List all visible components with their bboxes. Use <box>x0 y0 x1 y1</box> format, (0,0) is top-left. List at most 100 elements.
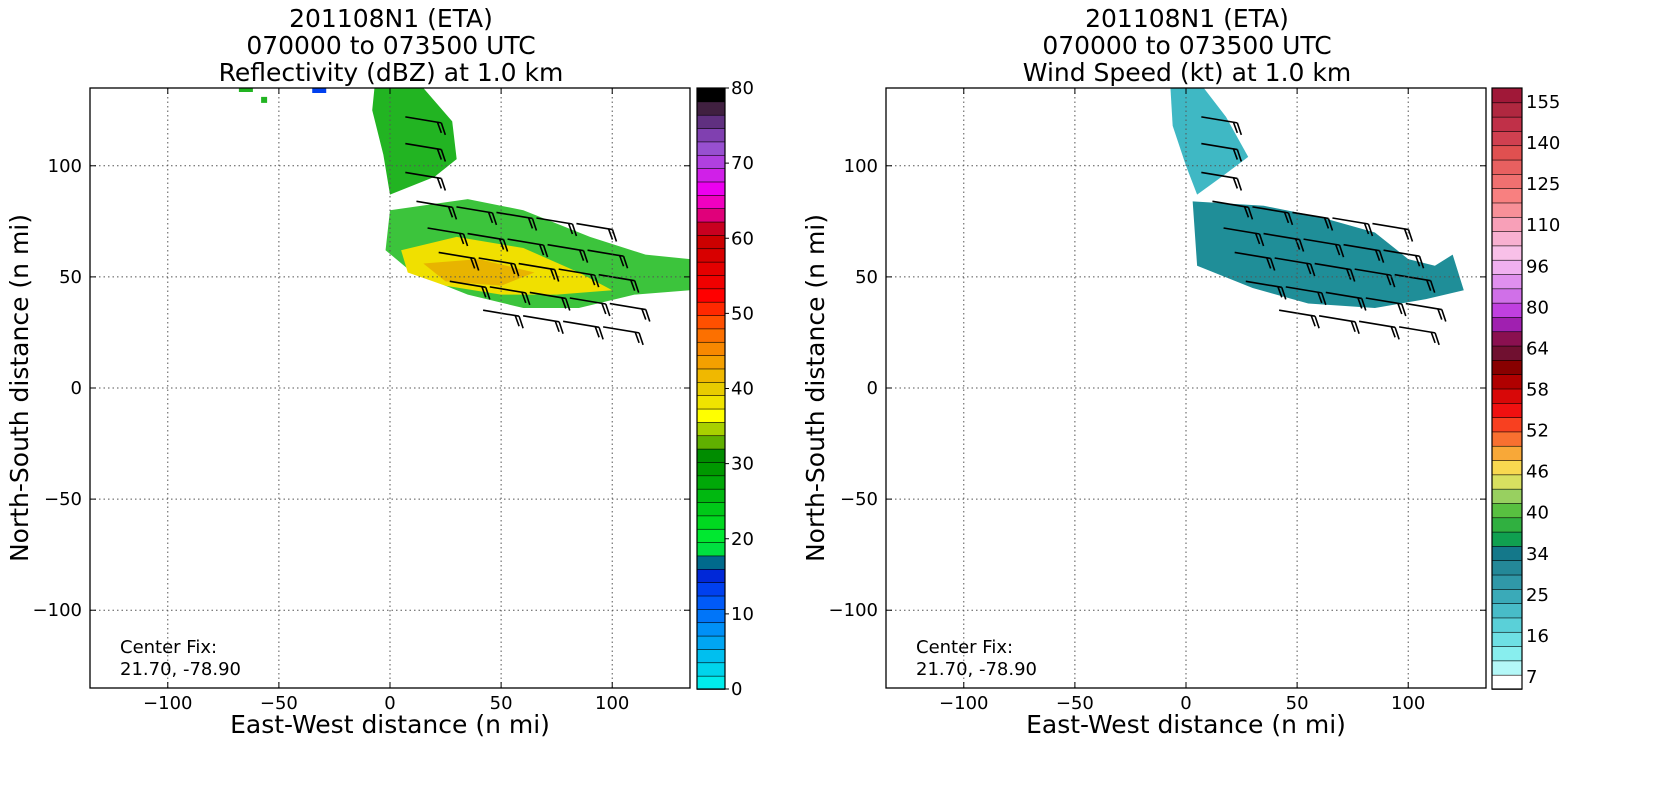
barb-flag <box>565 298 571 311</box>
center-fix-annotation: 21.70, -78.90 <box>120 659 241 680</box>
echo-region <box>238 88 690 346</box>
barb-shaft <box>427 227 464 235</box>
colorbar-label: 40 <box>731 379 754 400</box>
barb-flag <box>440 122 447 136</box>
barb-shaft <box>529 291 566 300</box>
barb-shaft <box>1274 257 1311 265</box>
colorbar-label: 70 <box>731 153 754 174</box>
colorbar-swatch <box>1491 288 1523 304</box>
x-tick-label: 50 <box>490 693 513 714</box>
colorbar-swatch <box>696 648 726 664</box>
colorbar-swatch <box>1491 245 1523 261</box>
colorbar-label: 58 <box>1526 380 1549 401</box>
x-tick-label: −50 <box>260 693 298 714</box>
y-tick-label: −50 <box>840 489 878 510</box>
colorbar-label: 80 <box>1526 297 1549 318</box>
colorbar-swatch <box>1491 574 1523 590</box>
barb-flag <box>469 257 476 269</box>
barb-shaft <box>456 206 493 214</box>
barb-flag <box>1425 279 1432 291</box>
barb-flag <box>571 223 578 237</box>
barb-shaft <box>1212 200 1249 209</box>
colorbar-swatch <box>1491 617 1523 633</box>
barb-flag <box>1437 308 1443 320</box>
colorbar-swatch <box>696 488 726 503</box>
colorbar-swatch <box>1491 674 1523 690</box>
colorbar-swatch <box>696 608 726 624</box>
barb-shaft <box>1372 222 1409 231</box>
barb-shaft <box>609 302 646 311</box>
barb-flag <box>451 207 458 220</box>
barb-shaft <box>1332 217 1369 225</box>
barb-shaft <box>1354 268 1391 276</box>
colorbar-swatch <box>1491 488 1523 504</box>
barb-shaft <box>547 243 584 252</box>
colorbar-swatch <box>1491 187 1523 204</box>
barb-flag <box>502 239 509 252</box>
colorbar-swatch <box>696 167 726 183</box>
barb-shaft <box>1285 286 1322 294</box>
colorbar-label: 125 <box>1526 174 1560 195</box>
colorbar-swatch <box>696 381 726 396</box>
barb-flag <box>1334 243 1341 256</box>
chart-title-line: Reflectivity (dBZ) at 1.0 km <box>219 58 564 87</box>
barb-flag <box>605 303 611 317</box>
barb-shaft <box>496 211 533 220</box>
barb-shaft <box>587 249 624 258</box>
barb-flag <box>582 250 589 263</box>
colorbar-swatch <box>696 114 726 129</box>
colorbar-swatch <box>1491 330 1523 347</box>
barb-flag <box>1232 121 1239 134</box>
echo-north <box>372 88 457 195</box>
barb-flag <box>525 292 531 306</box>
barb-flag <box>1349 269 1356 282</box>
x-tick-label: 100 <box>1391 693 1425 714</box>
barb-shaft <box>405 171 442 180</box>
colorbar-swatch <box>696 541 726 557</box>
barb-flag <box>1338 244 1345 258</box>
colorbar-label: 155 <box>1526 92 1560 113</box>
barb-flag <box>1236 178 1243 191</box>
barb-flag <box>1314 315 1320 329</box>
colorbar-swatch <box>696 461 726 477</box>
barb-flag <box>436 121 443 134</box>
colorbar-swatch <box>1491 602 1523 619</box>
barb-shaft <box>598 273 635 282</box>
colorbar-swatch <box>696 635 726 650</box>
barb-flag <box>1323 217 1330 229</box>
barb-flag <box>509 262 516 275</box>
barb-flag <box>641 308 647 320</box>
barb-shaft <box>478 257 515 265</box>
colorbar-swatch <box>696 261 726 276</box>
colorbar-swatch <box>696 247 726 263</box>
colorbar-swatch <box>696 555 726 570</box>
colorbar-swatch <box>696 341 726 356</box>
barb-shaft <box>522 314 560 323</box>
barb-shaft <box>569 297 606 305</box>
colorbar-swatch <box>696 568 726 583</box>
barb-shaft <box>1201 116 1238 124</box>
colorbar-swatch <box>1491 230 1523 247</box>
colorbar-label: 16 <box>1526 626 1549 647</box>
echo-spot <box>261 96 268 103</box>
barb-flag <box>1390 326 1396 338</box>
barb-flag <box>589 273 596 286</box>
barb-shaft <box>449 280 486 289</box>
barb-flag <box>1236 149 1243 162</box>
barb-flag <box>618 254 625 267</box>
echo-band <box>1192 201 1464 308</box>
barb-flag <box>498 238 505 250</box>
colorbar-label: 96 <box>1526 256 1549 277</box>
barb-flag <box>447 206 454 218</box>
barb-flag <box>1281 287 1287 300</box>
chart-title-line: 070000 to 073500 UTC <box>1042 31 1331 60</box>
barb-shaft <box>602 326 640 334</box>
barb-flag <box>1254 232 1261 245</box>
colorbar-label: 40 <box>1526 503 1549 524</box>
barb-shaft <box>405 116 442 124</box>
colorbar-swatch <box>696 354 726 370</box>
barb-flag <box>1367 223 1374 237</box>
colorbar-swatch <box>696 314 726 330</box>
colorbar-label: 7 <box>1526 667 1537 688</box>
colorbar-swatch <box>1491 588 1523 604</box>
